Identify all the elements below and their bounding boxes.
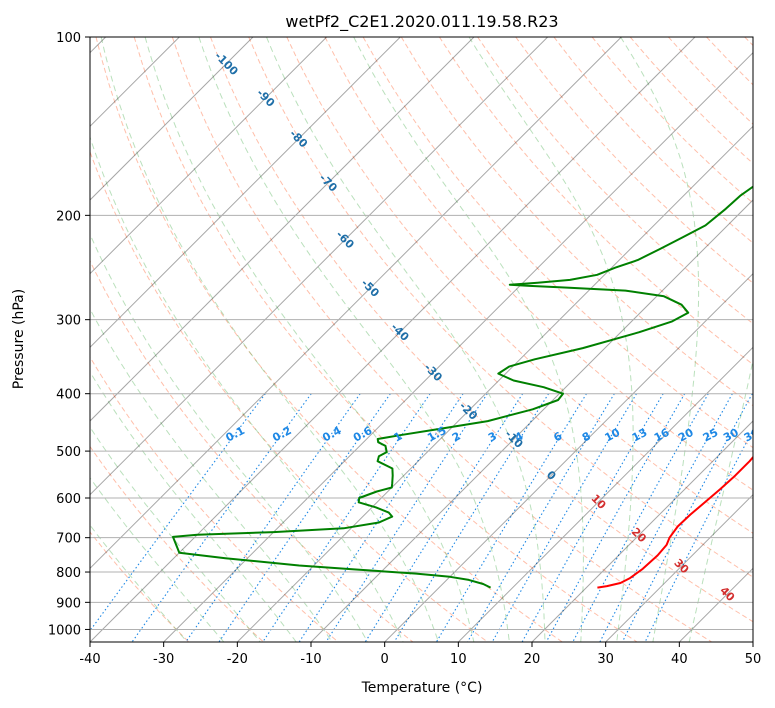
isotherm-line (90, 37, 622, 570)
dry-adiabat (400, 37, 753, 407)
isotherm-line (90, 37, 475, 422)
x-tick-label: 30 (597, 652, 614, 667)
dry-adiabat (90, 445, 264, 642)
moist-adiabat (90, 233, 369, 642)
moist-adiabat (266, 37, 546, 642)
x-tick-label: 20 (524, 652, 541, 667)
isotherm-line (163, 51, 753, 642)
y-tick-label: 200 (56, 209, 81, 224)
moist-adiabat (620, 37, 700, 642)
isotherm-line (384, 272, 753, 642)
moist-adiabat (100, 37, 439, 642)
plot-area: 0.1 0.2 0.4 0.6 1 1.5 2 3 4 6 8 10 13 16 20 25 30 36-100-… (90, 37, 762, 642)
y-tick-label: 900 (56, 596, 81, 611)
x-tick-label: 40 (671, 652, 688, 667)
dry-adiabat (90, 150, 488, 642)
isotherm-line (90, 37, 401, 349)
moist-adiabat (90, 135, 404, 642)
dry-adiabat (210, 37, 753, 623)
moist-adiabat (468, 37, 634, 642)
mixing-ratio-line (90, 393, 266, 632)
y-tick-label: 800 (56, 566, 81, 581)
mixing-ratio-line (545, 393, 686, 642)
isotherm-line (457, 346, 753, 642)
mixing-ratio-label: 13 (630, 426, 650, 445)
dry-adiabat (515, 37, 753, 284)
temperature-profile (597, 455, 753, 589)
mixing-ratio-label: 10 (603, 426, 623, 445)
dry-adiabat (324, 37, 753, 491)
dry-adiabat (438, 37, 753, 366)
dry-adiabat (90, 259, 414, 642)
chart-title: wetPf2_C2E1.2020.011.19.58.R23 (285, 12, 558, 32)
x-tick-label: -10 (300, 652, 321, 667)
mixing-ratio-line (131, 393, 312, 642)
dry-adiabat (477, 37, 753, 325)
mixing-ratio-label: 25 (701, 426, 721, 445)
mixing-ratio-line (435, 393, 587, 642)
mixing-ratio-line (467, 393, 615, 642)
x-axis-label: Temperature (°C) (361, 680, 483, 696)
dry-adiabat (133, 37, 638, 642)
y-tick-label: 700 (56, 532, 81, 547)
mixing-ratio-line (185, 393, 361, 642)
isotherm-line (90, 37, 696, 642)
x-tick-label: -30 (153, 652, 174, 667)
mixing-ratio-line (521, 393, 664, 642)
moist-adiabat (198, 37, 510, 642)
mixing-ratio-label: 30 (721, 426, 741, 445)
y-tick-label: 1000 (48, 623, 81, 638)
x-tick-label: -40 (79, 652, 100, 667)
y-tick-label: 500 (56, 445, 81, 460)
dewpoint-profile (172, 185, 753, 589)
dry-adiabat (90, 531, 190, 642)
mixing-ratio-line (298, 393, 464, 642)
moist-adiabat (90, 476, 225, 642)
y-tick-label: 100 (56, 31, 81, 46)
mixing-ratio-line (644, 428, 753, 642)
y-tick-label: 600 (56, 492, 81, 507)
mixing-ratio-label: 20 (676, 426, 696, 445)
isotherm-line (90, 37, 328, 275)
y-tick-label: 300 (56, 314, 81, 329)
x-tick-label: 10 (450, 652, 467, 667)
isotherm-line (90, 37, 549, 496)
dry-adiabat (95, 37, 563, 642)
y-tick-label: 400 (56, 388, 81, 403)
x-tick-label: -20 (227, 652, 248, 667)
plot-frame (89, 36, 754, 643)
mixing-ratio-line (262, 393, 431, 642)
isotherm-line (605, 493, 753, 642)
mixing-ratio-line (393, 393, 550, 642)
dry-adiabat (286, 37, 753, 534)
mixing-ratio-line (621, 393, 753, 642)
mixing-ratio-line (364, 393, 524, 642)
x-tick-label: 0 (381, 652, 389, 667)
dry-adiabat (171, 37, 712, 642)
mixing-ratio-label: 16 (652, 426, 672, 445)
dry-adiabat (248, 37, 753, 578)
mixing-ratio-label: 36 (742, 426, 762, 445)
moist-adiabat (688, 358, 753, 642)
isotherm-line (531, 420, 753, 642)
moist-adiabat (90, 308, 333, 642)
isotherm-line (236, 125, 753, 642)
x-tick-label: 50 (745, 652, 762, 667)
isotherm-line (90, 37, 254, 201)
moist-adiabat (144, 37, 475, 642)
moist-adiabat (90, 370, 297, 642)
moist-adiabat (90, 524, 188, 642)
moist-adiabat (90, 426, 261, 642)
y-axis-label: Pressure (hPa) (11, 289, 27, 389)
